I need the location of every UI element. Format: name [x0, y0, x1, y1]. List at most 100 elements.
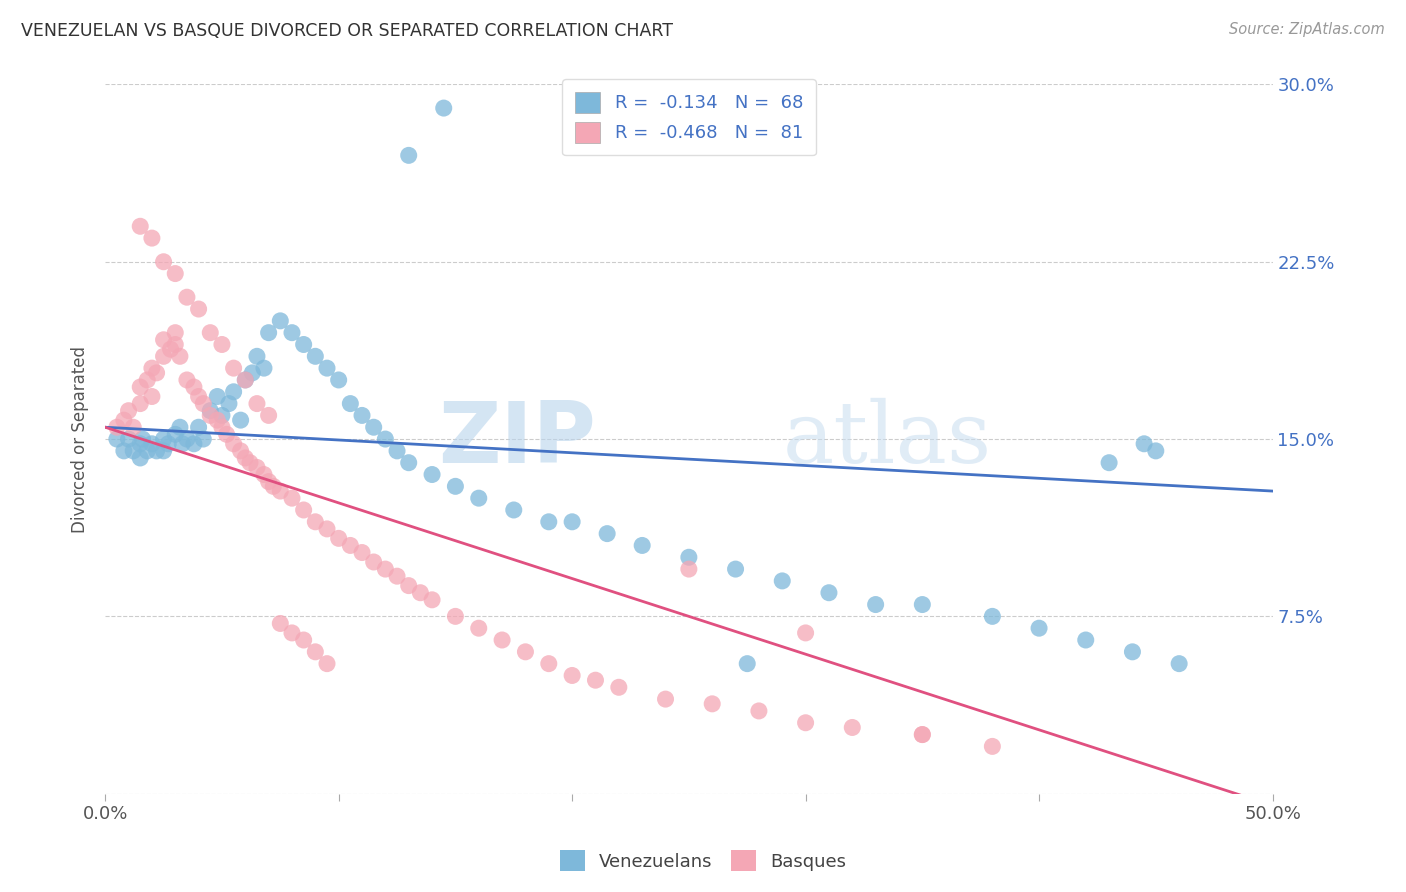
Point: [129, 219, 152, 234]
Point: [304, 349, 326, 363]
Point: [385, 569, 408, 583]
Point: [105, 432, 128, 446]
Point: [678, 562, 700, 576]
Point: [246, 396, 269, 410]
Point: [444, 609, 467, 624]
Point: [257, 326, 280, 340]
Point: [141, 437, 163, 451]
Point: [165, 267, 187, 281]
Point: [169, 349, 191, 363]
Point: [1121, 645, 1143, 659]
Point: [385, 443, 408, 458]
Point: [328, 532, 350, 546]
Point: [537, 515, 560, 529]
Point: [200, 409, 222, 423]
Point: [794, 715, 817, 730]
Point: [468, 621, 491, 635]
Point: [112, 413, 135, 427]
Point: [1028, 621, 1050, 635]
Text: ZIP: ZIP: [437, 398, 596, 481]
Legend: R =  -0.134   N =  68, R =  -0.468   N =  81: R = -0.134 N = 68, R = -0.468 N = 81: [562, 79, 815, 155]
Point: [176, 373, 198, 387]
Point: [129, 437, 152, 451]
Point: [269, 484, 291, 499]
Point: [117, 403, 139, 417]
Point: [122, 420, 145, 434]
Point: [211, 337, 233, 351]
Point: [316, 361, 339, 376]
Point: [187, 420, 209, 434]
Point: [207, 413, 229, 427]
Point: [363, 420, 385, 434]
Point: [468, 491, 491, 505]
Point: [350, 545, 373, 559]
Point: [374, 562, 396, 576]
Point: [141, 231, 163, 245]
Text: atlas: atlas: [782, 398, 991, 481]
Point: [152, 333, 174, 347]
Point: [292, 503, 315, 517]
Point: [136, 373, 159, 387]
Point: [596, 526, 619, 541]
Point: [165, 337, 187, 351]
Point: [152, 443, 174, 458]
Point: [502, 503, 524, 517]
Text: VENEZUELAN VS BASQUE DIVORCED OR SEPARATED CORRELATION CHART: VENEZUELAN VS BASQUE DIVORCED OR SEPARAT…: [21, 22, 673, 40]
Point: [229, 413, 252, 427]
Point: [145, 366, 167, 380]
Point: [152, 254, 174, 268]
Point: [1074, 632, 1097, 647]
Point: [193, 432, 215, 446]
Point: [211, 409, 233, 423]
Point: [246, 349, 269, 363]
Point: [981, 609, 1004, 624]
Point: [239, 456, 262, 470]
Point: [246, 460, 269, 475]
Point: [105, 420, 128, 434]
Point: [865, 598, 887, 612]
Point: [398, 579, 420, 593]
Point: [129, 380, 152, 394]
Point: [398, 456, 420, 470]
Point: [253, 467, 276, 482]
Point: [165, 427, 187, 442]
Point: [316, 657, 339, 671]
Point: [420, 467, 443, 482]
Point: [770, 574, 793, 588]
Point: [304, 515, 326, 529]
Point: [433, 101, 456, 115]
Point: [218, 396, 240, 410]
Text: Source: ZipAtlas.com: Source: ZipAtlas.com: [1229, 22, 1385, 37]
Point: [131, 432, 153, 446]
Point: [607, 681, 630, 695]
Point: [207, 390, 229, 404]
Point: [141, 361, 163, 376]
Point: [141, 390, 163, 404]
Point: [304, 645, 326, 659]
Point: [1168, 657, 1191, 671]
Point: [561, 515, 583, 529]
Point: [172, 437, 194, 451]
Point: [911, 598, 934, 612]
Point: [200, 326, 222, 340]
Point: [841, 721, 863, 735]
Point: [152, 349, 174, 363]
Point: [702, 697, 724, 711]
Point: [420, 592, 443, 607]
Point: [169, 420, 191, 434]
Point: [631, 538, 654, 552]
Point: [165, 326, 187, 340]
Point: [129, 396, 152, 410]
Point: [233, 373, 256, 387]
Point: [350, 409, 373, 423]
Point: [281, 326, 304, 340]
Point: [794, 626, 817, 640]
Y-axis label: Divorced or Separated: Divorced or Separated: [72, 345, 89, 533]
Point: [281, 491, 304, 505]
Point: [222, 437, 245, 451]
Point: [257, 409, 280, 423]
Point: [561, 668, 583, 682]
Point: [112, 443, 135, 458]
Point: [339, 538, 361, 552]
Point: [374, 432, 396, 446]
